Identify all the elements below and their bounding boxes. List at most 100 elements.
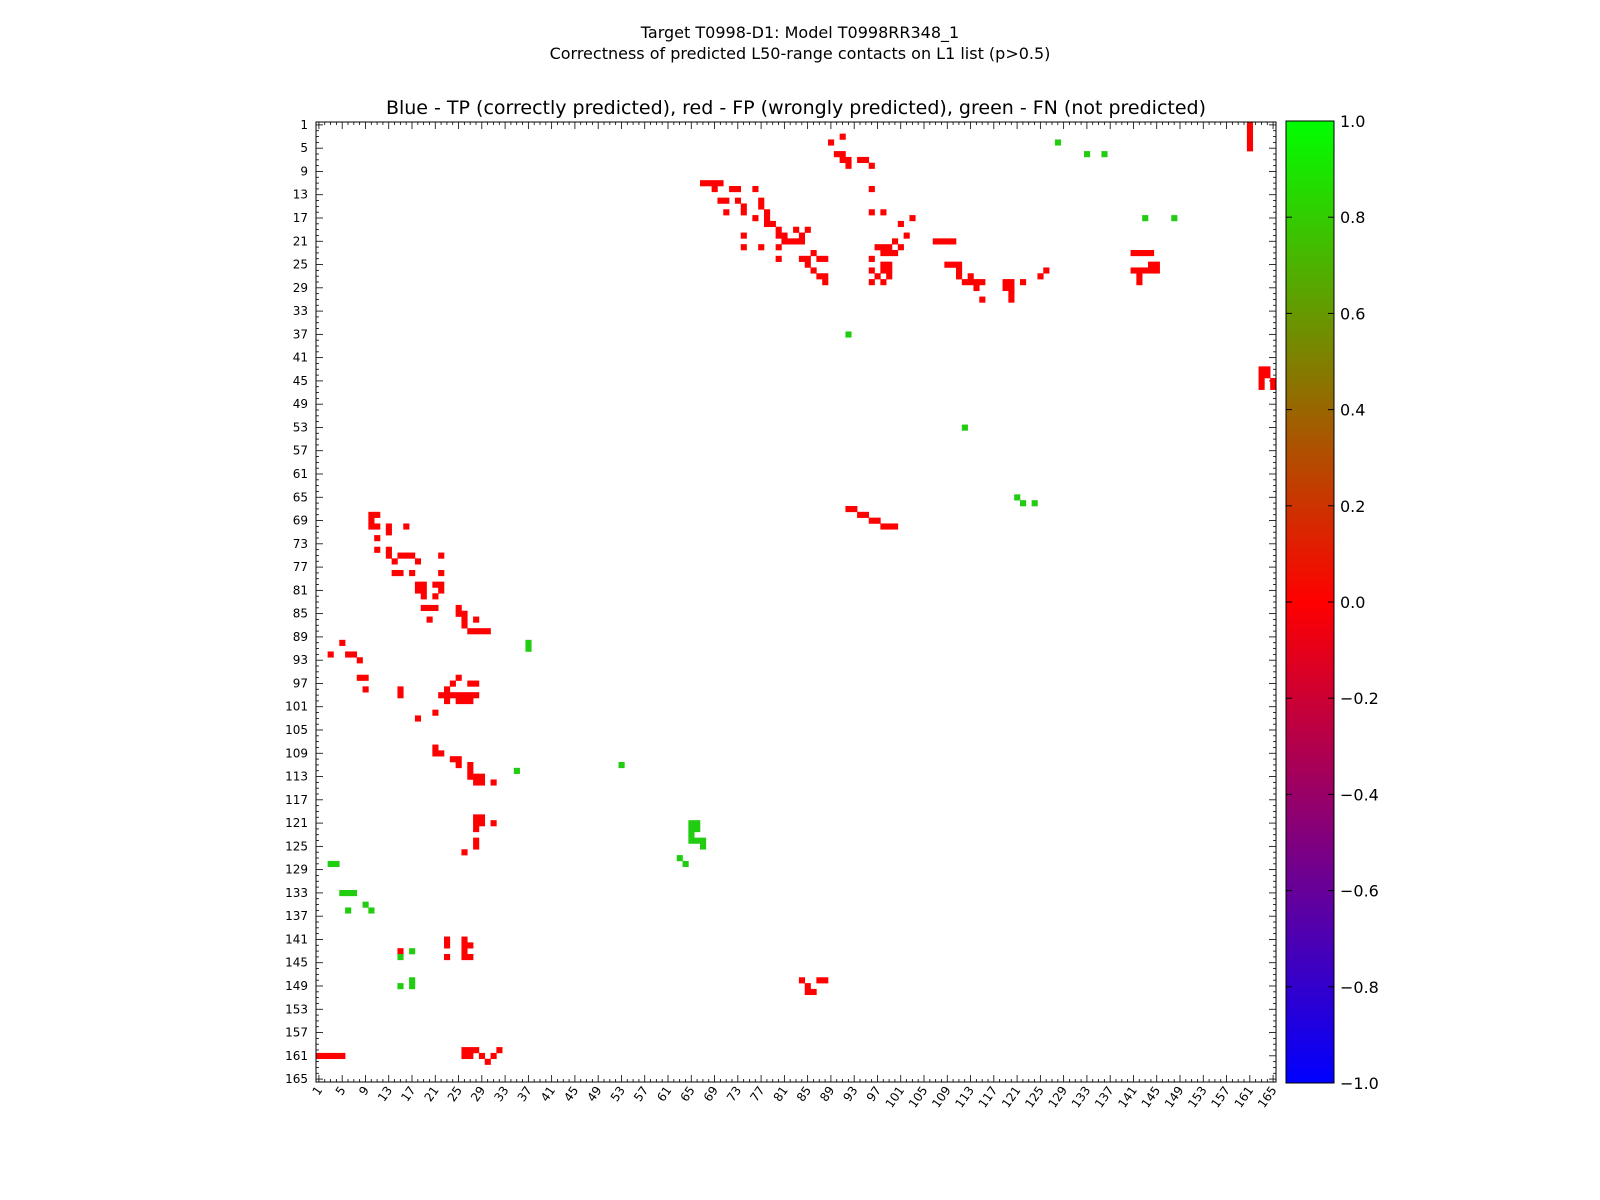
contact-cell-fp [775,255,782,262]
contact-cell-fp [1264,366,1271,373]
colorbar-tick-label: 1.0 [1340,112,1365,131]
contact-cell-fp [1002,284,1009,292]
contact-cell-fp [804,261,811,268]
contact-cell-fp [828,139,835,146]
contact-cell-fp [769,220,776,228]
contact-cell-fp [432,581,439,588]
contact-cell-fp [403,552,410,559]
contact-cell-fn [1031,500,1038,507]
contact-cell-fp [880,261,887,268]
contact-cell-fp [723,209,730,216]
contact-cell-fp [845,506,852,513]
contact-cell-fp [356,657,363,664]
contact-cell-fp [467,942,474,949]
contact-cell-fp [339,639,346,646]
contact-cell-fn [409,948,416,955]
contact-cell-fp [880,250,887,257]
contact-cell-fp [461,622,468,629]
contact-cell-fp [1148,250,1155,257]
y-tick-label: 133 [285,886,308,900]
contact-cell-fp [467,1052,474,1060]
contact-cell-fp [444,942,451,949]
contact-cell-fn [409,983,416,990]
contact-cell-fp [781,238,788,245]
contact-cell-fp [775,226,782,233]
contact-cell-fp [455,762,462,769]
contact-cell-fp [961,279,968,286]
contact-cell-fp [426,604,433,612]
contact-cell-fn [525,639,532,646]
contact-cell-fp [374,523,381,530]
contact-cell-fp [1153,267,1160,274]
y-tick-label: 13 [293,188,308,202]
x-tick-label: 149 [1162,1084,1187,1111]
x-tick-label: 1 [310,1084,326,1098]
contact-cell-fp [444,692,451,699]
x-tick-label: 101 [883,1084,908,1111]
contact-cells [316,122,1277,1065]
y-tick-label: 137 [285,909,308,923]
plot-subtitle: Blue - TP (correctly predicted), red - F… [386,97,1206,119]
y-tick-label: 41 [293,351,308,365]
contact-cell-fp [473,773,480,780]
contact-cell-fp [868,209,875,216]
contact-cell-fp [455,698,462,705]
contact-cell-fp [1136,250,1143,257]
contact-cell-fn [694,837,701,844]
contact-cell-fp [880,523,887,530]
y-tick-label: 29 [293,281,308,295]
contact-cell-fp [473,616,480,623]
contact-cell-fp [385,523,392,530]
contact-cell-fp [1136,273,1143,280]
contact-cell-fn [700,843,707,850]
contact-cell-fp [356,674,363,681]
x-tick-label: 53 [608,1084,628,1105]
contact-cell-fp [368,511,375,518]
contact-cell-fn [682,860,689,868]
contact-cell-fp [880,267,887,274]
colorbar-tick-label: −0.8 [1340,978,1379,997]
contact-cell-fn [676,855,683,862]
contact-cell-fp [490,1052,497,1060]
contact-cell-fp [455,604,462,612]
y-tick-label: 57 [293,444,308,458]
contact-cell-fp [956,267,963,274]
contact-cell-fp [414,587,422,594]
plot-frame [315,121,1277,1083]
contact-cell-fp [461,610,468,617]
contact-cell-fp [1008,290,1015,297]
contact-cell-fp [1148,267,1155,274]
contact-cell-fp [438,581,445,588]
contact-cell-fp [362,674,369,681]
y-tick-label: 49 [293,397,308,411]
colorbar-tick-label: 0.8 [1340,208,1365,227]
contact-cell-fp [409,570,416,577]
y-tick-label: 161 [285,1049,308,1063]
contact-cell-fp [979,296,986,303]
contact-cell-fp [833,151,840,158]
contact-cell-fp [438,692,445,699]
contact-cell-fp [897,220,904,228]
contact-cell-fn [350,890,358,897]
y-tick-label: 153 [285,1002,308,1016]
contact-cell-fp [874,273,881,280]
contact-cell-fp [845,156,852,164]
contact-cell-fp [868,162,875,169]
contact-cell-fp [729,186,736,193]
y-tick-label: 21 [293,234,308,248]
contact-cell-fp [758,203,765,210]
contact-cell-fp [478,773,486,780]
contact-cell-fp [1270,383,1277,390]
contact-cell-fp [886,261,893,268]
contact-cell-fp [444,936,451,943]
contact-cell-fp [1246,122,1254,129]
contact-cell-fn [513,767,520,774]
y-tick-label: 121 [285,816,308,830]
contact-cell-fp [886,267,893,274]
contact-cell-fp [845,162,852,169]
x-tick-label: 97 [864,1084,884,1105]
contact-cell-fp [374,511,381,518]
x-tick-label: 29 [468,1084,488,1105]
contact-cell-fp [804,255,811,262]
contact-cell-fn [397,983,404,990]
